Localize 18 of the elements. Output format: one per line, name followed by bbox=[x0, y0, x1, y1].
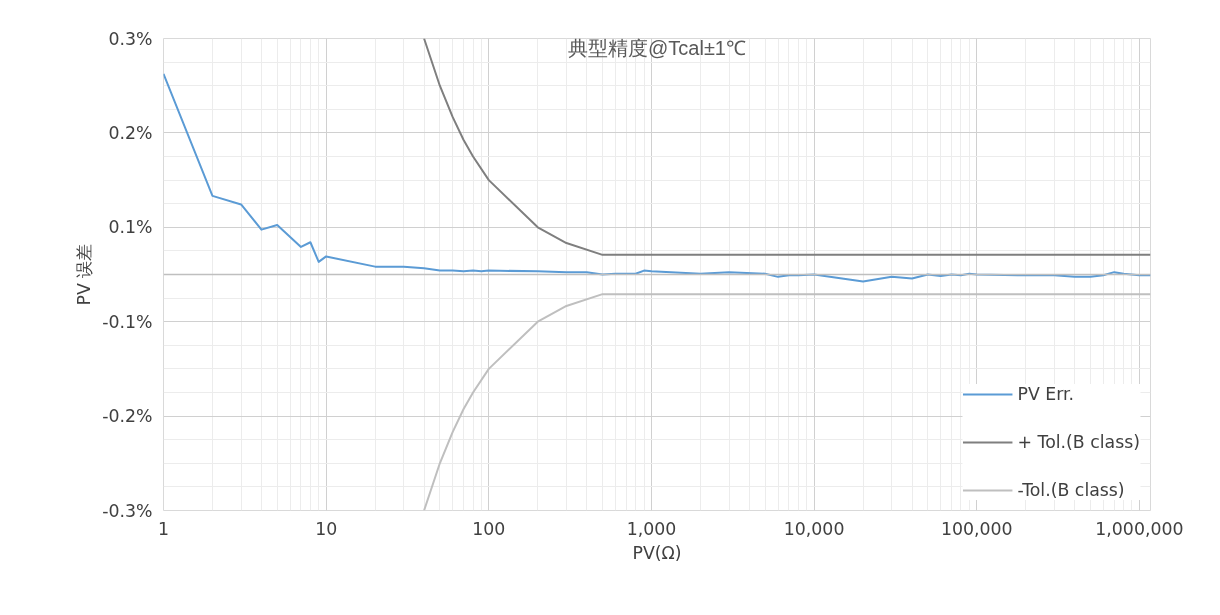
x-tick-label: 1,000,000 bbox=[1095, 518, 1184, 539]
x-axis-title: PV(Ω) bbox=[632, 542, 682, 563]
y-tick-label: 0.3% bbox=[108, 28, 153, 49]
x-tick-label: 100,000 bbox=[940, 518, 1013, 539]
x-tick-label: 1 bbox=[157, 518, 170, 539]
x-tick-label: 100 bbox=[472, 518, 506, 539]
legend-label: PV Err. bbox=[1017, 384, 1075, 404]
y-tick-label: -0.3% bbox=[102, 500, 153, 521]
y-tick-label: 0.2% bbox=[108, 122, 153, 143]
x-tick-label: 10,000 bbox=[783, 518, 845, 539]
y-tick-label: -0.1% bbox=[102, 311, 153, 332]
legend-label: -Tol.(B class) bbox=[1017, 480, 1125, 500]
y-tick-label: -0.2% bbox=[102, 406, 153, 427]
legend-label: + Tol.(B class) bbox=[1017, 432, 1140, 452]
x-tick-label: 1,000 bbox=[626, 518, 677, 539]
y-axis-title: PV 误差 bbox=[74, 243, 95, 306]
y-tick-label: 0.1% bbox=[108, 217, 153, 238]
x-tick-label: 10 bbox=[315, 518, 338, 539]
